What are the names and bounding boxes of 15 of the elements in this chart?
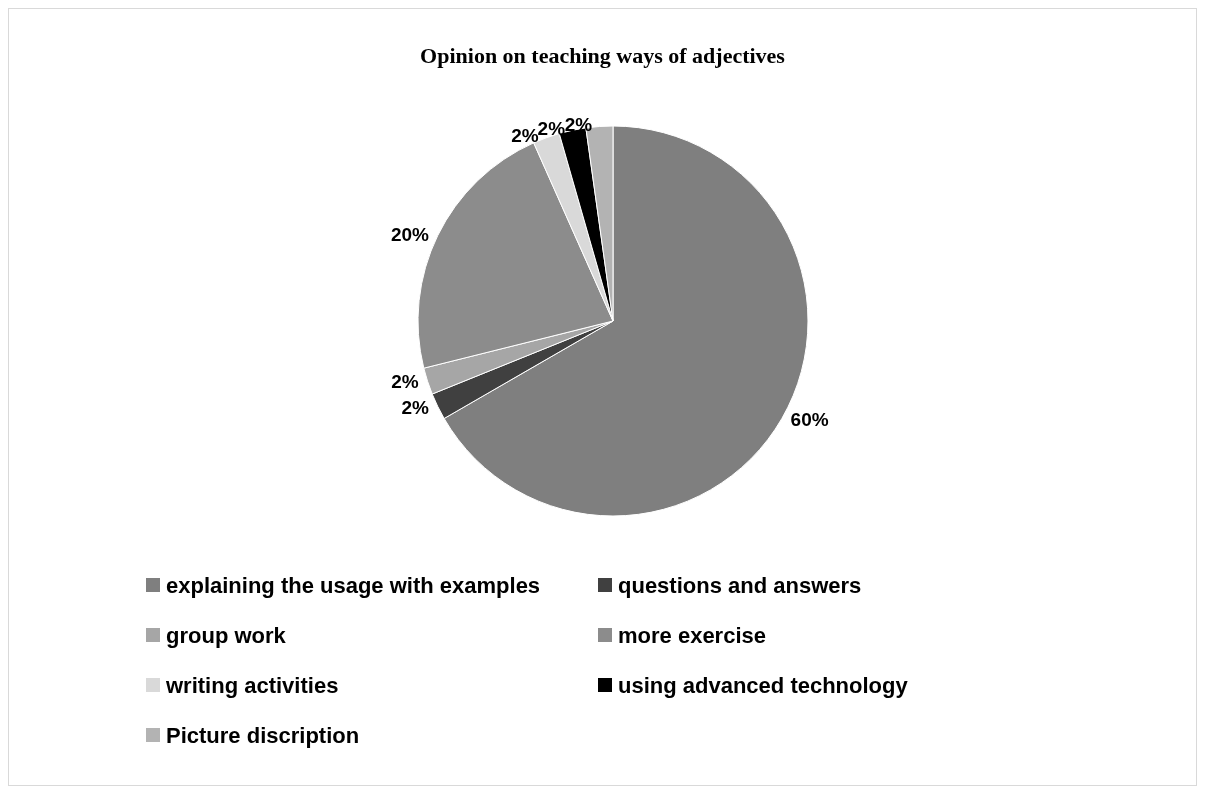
data-label: 20% xyxy=(390,224,430,246)
chart-title: Opinion on teaching ways of adjectives xyxy=(420,42,786,68)
legend-label: questions and answers xyxy=(618,572,862,598)
legend-label: writing activities xyxy=(165,672,339,698)
legend-label: Picture discription xyxy=(166,722,360,748)
data-label: 2% xyxy=(537,117,566,139)
legend-label: explaining the usage with examples xyxy=(166,572,541,598)
data-label: 2% xyxy=(511,125,539,147)
data-label: 60% xyxy=(790,409,829,430)
legend-label: more exercise xyxy=(618,622,766,648)
data-label: 2% xyxy=(401,396,430,418)
data-label: 2% xyxy=(564,113,593,135)
data-label: 2% xyxy=(391,371,419,393)
legend-label: using advanced technology xyxy=(618,672,909,698)
legend-label: group work xyxy=(166,622,287,648)
